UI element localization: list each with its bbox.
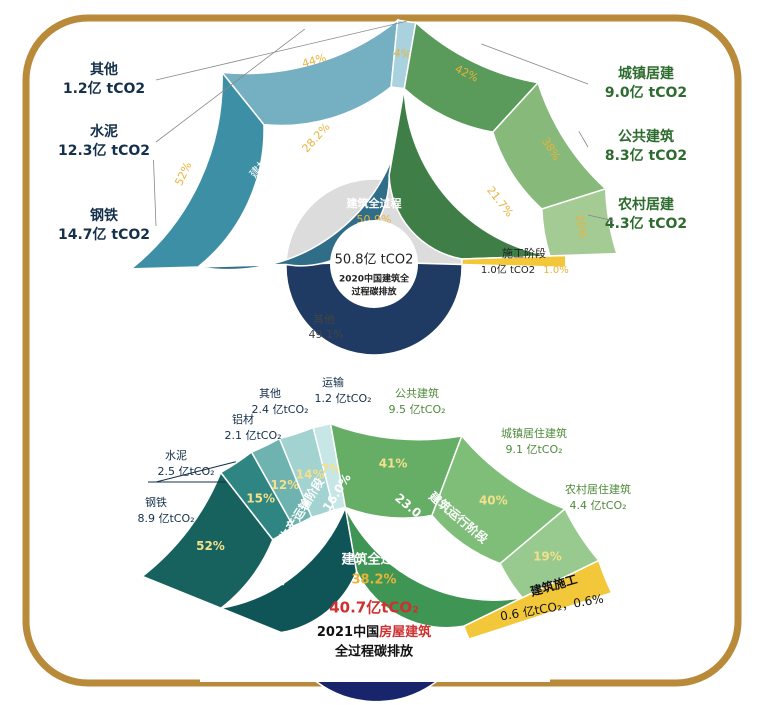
operation-value: 4.3亿 tCO2 xyxy=(605,215,687,232)
center-total: 40.7亿tCO₂ xyxy=(329,599,419,617)
material-value: 12.3亿 tCO2 xyxy=(58,142,150,159)
stage-slice xyxy=(462,559,613,641)
material-value: 2.5 亿tCO₂ xyxy=(157,465,214,478)
operation-percent-label: 40% xyxy=(479,493,508,507)
operation-value: 9.5 亿tCO₂ xyxy=(388,403,445,416)
operation-value: 9.0亿 tCO2 xyxy=(605,84,687,101)
operation-slice xyxy=(403,21,540,133)
leader-line xyxy=(153,159,157,227)
stage-slice xyxy=(388,88,551,260)
material-percent-label: 14% xyxy=(296,468,325,482)
leader-line xyxy=(578,131,589,148)
caption-highlight: 房屋建筑 xyxy=(379,624,431,640)
whole-process-slice xyxy=(285,261,463,356)
center-hole xyxy=(330,220,418,308)
operation-name: 城镇居住建筑 xyxy=(501,426,567,440)
material-slice xyxy=(390,19,417,90)
material-percent-label: 7% xyxy=(321,462,341,476)
material-name: 其他 xyxy=(259,387,281,400)
stage-value: 1.0亿 tCO2 xyxy=(481,263,535,276)
whole-process-percent: 38.2% xyxy=(351,573,396,588)
material-name: 其他 xyxy=(90,61,118,78)
leader-line xyxy=(155,28,305,143)
operation-value: 4.4 亿tCO₂ xyxy=(569,499,626,512)
operation-slice xyxy=(329,422,463,519)
leader-line xyxy=(587,214,614,222)
leader-line xyxy=(155,461,236,483)
stage-percent: 1.0% xyxy=(543,265,568,276)
material-slice xyxy=(278,426,335,519)
operation-percent-label: 41% xyxy=(379,456,408,470)
material-value: 2.4 亿tCO₂ xyxy=(251,403,308,416)
material-name: 运输 xyxy=(322,375,344,389)
operation-name: 公共建筑 xyxy=(618,128,674,145)
operation-slice xyxy=(431,434,567,565)
material-value: 8.9 亿tCO₂ xyxy=(137,512,194,525)
operation-name: 公共建筑 xyxy=(395,386,439,400)
material-slice xyxy=(219,450,295,541)
operation-percent-label: 19% xyxy=(533,550,562,564)
material-value: 1.2亿 tCO2 xyxy=(63,80,145,97)
center-caption: 2020中国建筑全 xyxy=(339,273,410,285)
rest-label: 其他 xyxy=(313,313,335,326)
rest-percent: 49.1% xyxy=(309,328,344,341)
whole-process-label: 建筑全过程 xyxy=(341,552,406,568)
operation-value: 9.1 亿tCO₂ xyxy=(505,443,562,456)
operation-name: 农村居住建筑 xyxy=(565,482,631,496)
operation-slice xyxy=(499,507,600,599)
leader-line xyxy=(155,20,407,81)
leader-line xyxy=(481,43,589,85)
operation-slice xyxy=(491,81,608,210)
material-value: 1.2 亿tCO₂ xyxy=(314,392,371,405)
material-name: 水泥 xyxy=(90,123,118,140)
operation-value: 8.3亿 tCO2 xyxy=(605,147,687,164)
operation-name: 农村居建 xyxy=(617,196,674,213)
material-name: 铝材 xyxy=(232,412,254,426)
material-value: 2.1 亿tCO₂ xyxy=(224,429,281,442)
material-percent-label: 52% xyxy=(196,539,225,553)
material-slice xyxy=(250,437,313,528)
center-caption: 过程碳排放 xyxy=(351,286,397,298)
stage-slice xyxy=(461,254,567,269)
chart-caption: 2021中国房屋建筑 xyxy=(317,624,431,640)
operation-percent-label: 20% xyxy=(572,213,589,239)
material-slice xyxy=(128,70,265,270)
material-name: 钢铁 xyxy=(145,496,167,509)
material-value: 14.7亿 tCO2 xyxy=(58,226,150,243)
chart-caption: 全过程碳排放 xyxy=(334,644,414,660)
material-name: 水泥 xyxy=(165,449,187,462)
whole-process-label: 建筑全过程 xyxy=(347,196,402,210)
material-percent-label: 15% xyxy=(246,492,275,506)
stage-label: 施工阶段 xyxy=(502,246,546,260)
operation-name: 城镇居建 xyxy=(618,65,674,82)
material-slice xyxy=(220,18,399,127)
center-total: 50.8亿 tCO2 xyxy=(335,253,414,268)
operation-slice xyxy=(541,187,618,257)
material-name: 钢铁 xyxy=(90,207,118,224)
material-slice xyxy=(140,471,274,610)
caption-part: 2021中国 xyxy=(317,624,379,640)
material-slice xyxy=(312,422,347,511)
material-percent-label: 12% xyxy=(271,478,300,492)
material-percent-label: 4% xyxy=(393,46,412,61)
